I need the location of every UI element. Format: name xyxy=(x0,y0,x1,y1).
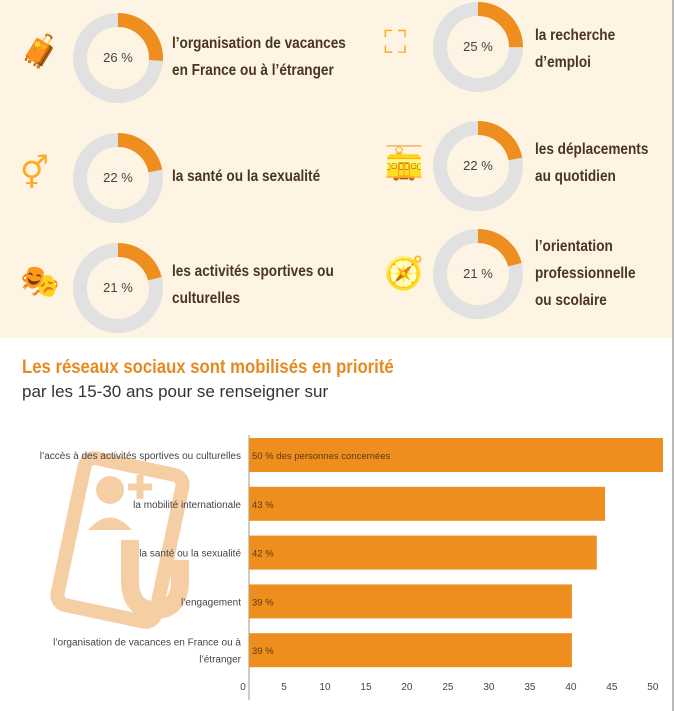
donut-caption: l’organisation de vacances en France ou à… xyxy=(172,30,346,84)
bar-data-label: 39 % xyxy=(252,646,274,657)
tram-icon: 🚋 xyxy=(384,145,424,181)
bar-data-label: 50 % des personnes concernées xyxy=(252,451,391,462)
x-tick-label: 15 xyxy=(360,682,372,693)
caption-line: en France ou à l’étranger xyxy=(172,62,334,79)
chart-title: Les réseaux sociaux sont mobilisés en pr… xyxy=(22,357,394,378)
category-label: l’engagement xyxy=(181,597,241,608)
bar xyxy=(249,633,572,668)
theatre-masks-ball-icon: 🎭 xyxy=(20,263,60,299)
suitcase-icon: 🧳 xyxy=(20,33,60,69)
category-label: l’étranger xyxy=(199,655,241,666)
caption-line: ou scolaire xyxy=(535,292,607,309)
caption-line: professionnelle xyxy=(535,265,636,282)
donut-segment xyxy=(73,133,163,223)
right-border xyxy=(672,0,674,711)
donut-caption: les déplacements au quotidien xyxy=(535,136,648,190)
donut-segment xyxy=(73,243,163,333)
caption-line: l’orientation xyxy=(535,238,613,255)
bar xyxy=(249,584,572,619)
caption-line: au quotidien xyxy=(535,168,616,185)
bar-chart: 50 % des personnes concernées l’accès à d… xyxy=(40,435,663,700)
donut-chart xyxy=(433,2,523,92)
donut-caption: l’orientation professionnelle ou scolaire xyxy=(535,233,636,314)
x-tick-label: 10 xyxy=(319,682,331,693)
donut-segment xyxy=(433,2,523,92)
category-label: la santé ou la sexualité xyxy=(139,549,241,560)
donut-section xyxy=(0,0,672,338)
donut-value: 26 % xyxy=(103,50,133,65)
bar xyxy=(249,486,606,521)
gender-symbols-icon: ⚥ xyxy=(20,155,49,191)
caption-line: la recherche xyxy=(535,27,616,44)
x-tick-label: 35 xyxy=(524,682,536,693)
donut-value: 21 % xyxy=(463,266,493,281)
x-tick-label: 25 xyxy=(442,682,454,693)
category-label: l’accès à des activités sportives ou cul… xyxy=(40,451,241,462)
donut-value: 22 % xyxy=(103,170,133,185)
bar xyxy=(249,438,663,472)
donut-segment xyxy=(73,13,163,103)
caption-line: les activités sportives ou xyxy=(172,263,334,280)
x-tick-label: 45 xyxy=(606,682,618,693)
caption-line: culturelles xyxy=(172,290,241,307)
x-tick-label: 40 xyxy=(565,682,577,693)
bar-data-label: 39 % xyxy=(252,597,274,608)
chart-subtitle: par les 15-30 ans pour se renseigner sur xyxy=(22,382,329,401)
donut-chart xyxy=(73,13,163,103)
x-tick-label: 0 xyxy=(240,682,246,693)
donut-segment xyxy=(433,229,523,319)
caption-line: l’organisation de vacances xyxy=(172,35,346,52)
category-label: l’organisation de vacances en France ou … xyxy=(53,638,241,649)
x-tick-label: 30 xyxy=(483,682,495,693)
donut-value: 21 % xyxy=(103,280,133,295)
caption-line: la santé ou la sexualité xyxy=(172,168,321,185)
bar xyxy=(249,535,597,570)
donut-chart xyxy=(73,243,163,333)
bar-data-label: 43 % xyxy=(252,500,274,511)
donut-segment xyxy=(433,121,523,211)
caption-line: les déplacements xyxy=(535,141,649,158)
donut-caption: les activités sportives ou culturelles xyxy=(172,258,334,312)
donut-chart xyxy=(433,229,523,319)
donut-chart xyxy=(73,133,163,223)
bar-data-label: 42 % xyxy=(252,549,274,560)
donut-caption: la santé ou la sexualité xyxy=(172,163,320,190)
compass-icon: 🧭 xyxy=(384,255,424,291)
donut-chart xyxy=(433,121,523,211)
donut-caption: la recherche d’emploi xyxy=(535,22,615,76)
tablet-hand-illustration xyxy=(50,451,190,629)
x-tick-label: 50 xyxy=(647,682,659,693)
x-tick-label: 5 xyxy=(281,682,287,693)
caption-line: d’emploi xyxy=(535,54,591,71)
donut-value: 22 % xyxy=(463,158,493,173)
category-label: la mobilité internationale xyxy=(133,500,241,511)
org-chart-icon: ⛶ xyxy=(384,24,407,60)
donut-value: 25 % xyxy=(463,39,493,54)
x-tick-label: 20 xyxy=(401,682,413,693)
